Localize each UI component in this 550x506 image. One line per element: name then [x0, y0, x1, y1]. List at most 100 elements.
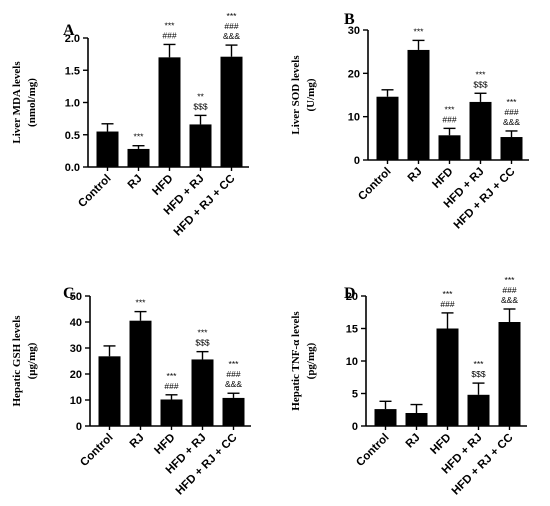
significance-marker: ###	[224, 21, 238, 31]
bar	[222, 397, 245, 426]
significance-marker: &&&	[501, 295, 518, 305]
significance-marker: $$$	[473, 79, 487, 89]
significance-marker: ###	[440, 299, 454, 309]
significance-marker: &&&	[223, 31, 240, 41]
significance-marker: ***	[445, 104, 456, 114]
panel-c: C Hepatic GSH levels (μg/mg) 0 10 20 30 40 50 Con…	[11, 285, 251, 498]
significance-marker: ###	[442, 114, 456, 124]
bar	[96, 131, 119, 167]
y-tick-label: 20	[348, 68, 360, 80]
x-category-label: HFD	[430, 166, 455, 191]
y-axis-label: Hepatic TNF-α levels	[290, 311, 302, 411]
y-tick-label: 5	[352, 389, 358, 401]
significance-marker: ***	[198, 328, 209, 338]
panel-b: B Liver SOD levels (U/mg) 0 10 20 30 Control RJ *…	[290, 11, 529, 232]
x-category-label: HFD	[428, 432, 453, 457]
x-category-label: Control	[354, 432, 391, 469]
bar	[498, 322, 521, 426]
y-tick-label: 40	[70, 317, 82, 329]
significance-marker: ###	[504, 107, 518, 117]
bar	[500, 137, 523, 160]
y-tick-label: 10	[70, 395, 82, 407]
x-category-label: Control	[76, 173, 113, 210]
y-tick-label: 1.0	[65, 98, 80, 110]
y-axis-unit-label: (μg/mg)	[26, 342, 38, 379]
panel-label: A	[63, 22, 75, 39]
y-axis-unit-label: (nmol/mg)	[26, 78, 38, 127]
significance-marker: ***	[165, 20, 176, 30]
bar	[436, 328, 459, 426]
bar	[405, 413, 428, 426]
y-tick-label: 15	[346, 324, 358, 336]
panel-label: D	[344, 285, 356, 302]
x-category-label: RJ	[126, 173, 145, 192]
x-category-label: Control	[78, 432, 115, 469]
significance-marker: $$$	[195, 338, 209, 348]
significance-marker: &&&	[225, 379, 242, 389]
y-tick-label: 20	[346, 291, 358, 303]
bar	[191, 359, 214, 426]
x-category-label: RJ	[406, 166, 425, 185]
y-axis-unit-label: (pg/mg)	[305, 342, 317, 379]
significance-marker: ###	[502, 285, 516, 295]
y-tick-label: 20	[70, 369, 82, 381]
panel-label: C	[63, 285, 75, 302]
significance-marker: ***	[229, 359, 240, 369]
significance-marker: ###	[164, 381, 178, 391]
significance-marker: ***	[476, 69, 487, 79]
y-tick-label: 0.5	[65, 130, 80, 142]
significance-marker: ***	[505, 275, 516, 285]
y-tick-label: 0	[352, 421, 358, 433]
bar	[129, 320, 152, 426]
panel-label: B	[344, 11, 355, 28]
x-category-label: RJ	[128, 432, 147, 451]
bar	[220, 56, 243, 167]
x-category-label: HFD	[150, 173, 175, 198]
bar	[160, 399, 183, 426]
significance-marker: ###	[226, 369, 240, 379]
y-tick-label: 2.0	[65, 33, 80, 45]
significance-marker: ***	[136, 298, 147, 308]
y-axis-label: Hepatic GSH levels	[11, 315, 23, 407]
bar	[98, 356, 121, 426]
significance-marker: $$$	[193, 101, 207, 111]
panel-d: D Hepatic TNF-α levels (pg/mg) 0 5 10 15 20 Cont…	[290, 275, 527, 498]
bar	[376, 96, 399, 160]
y-tick-label: 0	[76, 421, 82, 433]
y-tick-label: 0.0	[65, 162, 80, 174]
panel-a: A Liver MDA levels (nmol/mg) 0.0 0.5 1.0 1.5 2.…	[11, 11, 249, 239]
y-tick-label: 1.5	[65, 65, 80, 77]
bar	[438, 135, 461, 160]
significance-marker: $$$	[471, 369, 485, 379]
significance-marker: ***	[134, 132, 145, 142]
x-category-label: HFD	[152, 432, 177, 457]
y-axis-unit-label: (U/mg)	[305, 78, 317, 111]
y-axis-label: Liver MDA levels	[11, 61, 23, 144]
bar	[407, 49, 430, 160]
y-axis-label: Liver SOD levels	[290, 55, 302, 135]
bar	[469, 101, 492, 160]
bar	[189, 124, 212, 167]
y-tick-label: 30	[348, 25, 360, 37]
significance-marker: ***	[443, 289, 454, 299]
x-category-label: RJ	[404, 432, 423, 451]
y-tick-label: 10	[348, 112, 360, 124]
significance-marker: ***	[507, 97, 518, 107]
significance-marker: **	[197, 91, 204, 101]
significance-marker: ***	[474, 359, 485, 369]
bar	[467, 394, 490, 426]
x-category-label: Control	[356, 166, 393, 203]
bar	[374, 409, 397, 426]
bar	[158, 57, 181, 167]
significance-marker: ***	[414, 26, 425, 36]
y-tick-label: 0	[354, 155, 360, 167]
significance-marker: &&&	[503, 117, 520, 127]
y-tick-label: 10	[346, 356, 358, 368]
significance-marker: ***	[227, 11, 238, 21]
significance-marker: ###	[162, 30, 176, 40]
significance-marker: ***	[167, 371, 178, 381]
y-tick-label: 50	[70, 291, 82, 303]
y-tick-label: 30	[70, 343, 82, 355]
bar	[127, 148, 150, 167]
